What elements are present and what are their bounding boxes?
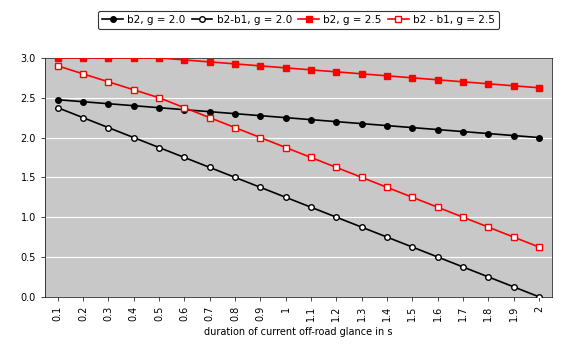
b2-b1, g = 2.0 <box>536 295 543 299</box>
b2 - b1, g = 2.5 <box>384 185 391 190</box>
b2, g = 2.5 <box>232 62 239 66</box>
b2-b1, g = 2.0 <box>409 245 416 249</box>
b2, g = 2.0 <box>54 97 61 102</box>
b2, g = 2.5 <box>333 70 340 74</box>
b2, g = 2.0 <box>359 122 365 126</box>
b2 - b1, g = 2.5 <box>131 88 137 92</box>
b2 - b1, g = 2.5 <box>105 80 111 84</box>
b2, g = 2.5 <box>283 66 289 70</box>
b2 - b1, g = 2.5 <box>54 64 61 68</box>
b2, g = 2.5 <box>54 56 61 60</box>
b2, g = 2.0 <box>536 135 543 140</box>
b2, g = 2.0 <box>308 118 315 122</box>
b2 - b1, g = 2.5 <box>308 155 315 160</box>
b2-b1, g = 2.0 <box>308 205 315 209</box>
b2-b1, g = 2.0 <box>511 285 517 289</box>
b2, g = 2.5 <box>536 86 543 90</box>
b2 - b1, g = 2.5 <box>460 215 467 219</box>
b2 - b1, g = 2.5 <box>232 126 239 130</box>
b2, g = 2.0 <box>511 134 517 138</box>
b2 - b1, g = 2.5 <box>155 96 163 100</box>
b2, g = 2.5 <box>105 56 111 60</box>
b2, g = 2.5 <box>359 72 365 76</box>
b2, g = 2.5 <box>460 80 467 84</box>
b2-b1, g = 2.0 <box>105 126 111 130</box>
b2 - b1, g = 2.5 <box>257 135 264 140</box>
b2, g = 2.0 <box>460 130 467 134</box>
b2, g = 2.0 <box>257 114 264 118</box>
b2 - b1, g = 2.5 <box>409 195 416 199</box>
b2-b1, g = 2.0 <box>80 115 87 120</box>
b2-b1, g = 2.0 <box>155 145 163 150</box>
b2 - b1, g = 2.5 <box>207 115 213 120</box>
b2-b1, g = 2.0 <box>232 175 239 180</box>
Line: b2 - b1, g = 2.5: b2 - b1, g = 2.5 <box>55 63 542 250</box>
b2, g = 2.0 <box>155 106 163 110</box>
b2, g = 2.0 <box>283 115 289 120</box>
b2 - b1, g = 2.5 <box>511 235 517 239</box>
Legend: b2, g = 2.0, b2-b1, g = 2.0, b2, g = 2.5, b2 - b1, g = 2.5: b2, g = 2.0, b2-b1, g = 2.0, b2, g = 2.5… <box>98 10 499 29</box>
b2, g = 2.5 <box>511 84 517 88</box>
b2, g = 2.0 <box>232 111 239 116</box>
b2, g = 2.0 <box>105 102 111 106</box>
b2, g = 2.0 <box>181 108 188 112</box>
b2, g = 2.0 <box>485 131 492 136</box>
b2 - b1, g = 2.5 <box>333 165 340 169</box>
b2, g = 2.0 <box>80 100 87 104</box>
b2 - b1, g = 2.5 <box>485 225 492 230</box>
b2 - b1, g = 2.5 <box>536 245 543 249</box>
b2, g = 2.5 <box>257 64 264 68</box>
b2 - b1, g = 2.5 <box>80 72 87 76</box>
b2-b1, g = 2.0 <box>283 195 289 199</box>
b2-b1, g = 2.0 <box>131 135 137 140</box>
b2, g = 2.0 <box>409 126 416 130</box>
b2 - b1, g = 2.5 <box>283 145 289 150</box>
b2, g = 2.5 <box>384 74 391 78</box>
b2, g = 2.0 <box>131 104 137 108</box>
b2-b1, g = 2.0 <box>54 106 61 110</box>
b2, g = 2.0 <box>384 123 391 128</box>
b2, g = 2.5 <box>435 78 441 82</box>
b2, g = 2.5 <box>155 56 163 60</box>
b2-b1, g = 2.0 <box>359 225 365 230</box>
Line: b2, g = 2.0: b2, g = 2.0 <box>55 97 542 140</box>
b2 - b1, g = 2.5 <box>359 175 365 180</box>
b2, g = 2.0 <box>333 119 340 124</box>
b2 - b1, g = 2.5 <box>181 106 188 110</box>
b2 - b1, g = 2.5 <box>435 205 441 209</box>
b2, g = 2.5 <box>485 82 492 86</box>
b2, g = 2.5 <box>308 68 315 72</box>
b2, g = 2.0 <box>207 110 213 114</box>
Line: b2-b1, g = 2.0: b2-b1, g = 2.0 <box>55 105 542 300</box>
b2-b1, g = 2.0 <box>333 215 340 219</box>
b2-b1, g = 2.0 <box>257 185 264 190</box>
b2-b1, g = 2.0 <box>435 255 441 259</box>
Line: b2, g = 2.5: b2, g = 2.5 <box>55 55 542 90</box>
b2, g = 2.5 <box>80 56 87 60</box>
b2, g = 2.0 <box>435 127 441 132</box>
b2-b1, g = 2.0 <box>384 235 391 239</box>
b2-b1, g = 2.0 <box>181 155 188 160</box>
b2-b1, g = 2.0 <box>485 275 492 279</box>
b2, g = 2.5 <box>131 56 137 60</box>
b2, g = 2.5 <box>207 60 213 64</box>
b2-b1, g = 2.0 <box>207 165 213 169</box>
X-axis label: duration of current off-road glance in s: duration of current off-road glance in s <box>204 327 392 337</box>
b2-b1, g = 2.0 <box>460 265 467 269</box>
b2, g = 2.5 <box>181 58 188 62</box>
b2, g = 2.5 <box>409 76 416 80</box>
